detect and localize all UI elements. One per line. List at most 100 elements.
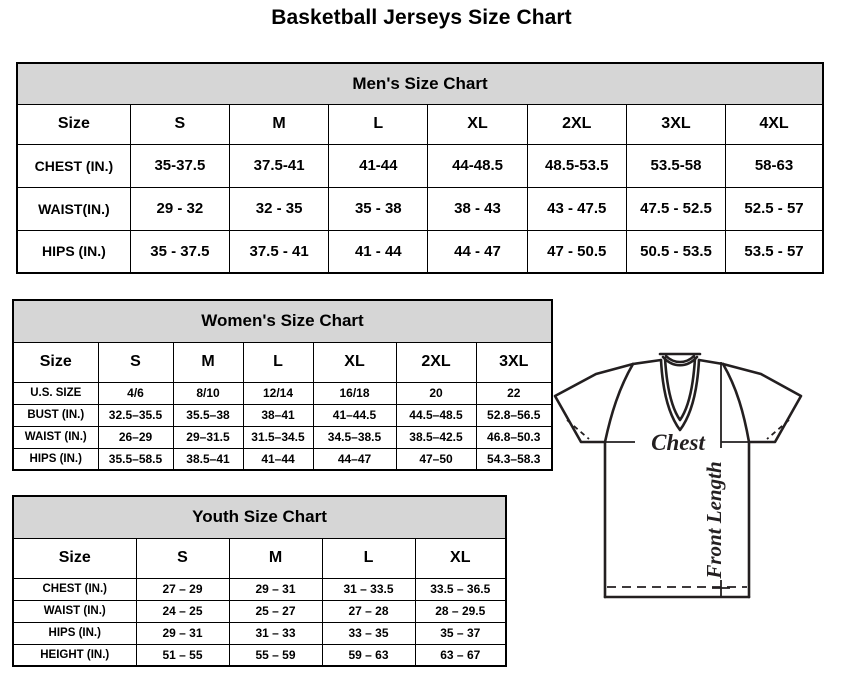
youth-height-m: 55 – 59 xyxy=(228,643,323,667)
table-row: HIPS (IN.) 29 – 31 31 – 33 33 – 35 35 – … xyxy=(12,621,507,645)
womens-caption-row: Women's Size Chart xyxy=(12,299,553,343)
mens-chest-m: 37.5-41 xyxy=(228,143,330,188)
mens-chest-xl: 44-48.5 xyxy=(427,143,528,188)
womens-waist-l: 31.5–34.5 xyxy=(242,425,314,449)
mens-waist-s: 29 - 32 xyxy=(129,186,230,231)
womens-bust-m: 35.5–38 xyxy=(172,403,244,427)
mens-col-header-xl: XL xyxy=(427,103,528,145)
youth-waist-m: 25 – 27 xyxy=(228,599,323,623)
mens-size-chart-table: Men's Size Chart Size S M L XL 2XL 3XL 4… xyxy=(16,62,824,274)
youth-hips-xl: 35 – 37 xyxy=(414,621,507,645)
mens-chest-3xl: 53.5-58 xyxy=(625,143,727,188)
womens-hips-s: 35.5–58.5 xyxy=(97,447,174,471)
table-row: CHEST (IN.) 27 – 29 29 – 31 31 – 33.5 33… xyxy=(12,577,507,601)
womens-row-label-bust: BUST (IN.) xyxy=(12,403,99,427)
womens-col-header-2xl: 2XL xyxy=(395,341,477,383)
womens-col-header-xl: XL xyxy=(312,341,397,383)
womens-row-label-hips: HIPS (IN.) xyxy=(12,447,99,471)
front-length-measure-line xyxy=(712,362,730,597)
womens-bust-2xl: 44.5–48.5 xyxy=(395,403,477,427)
youth-size-chart-table: Youth Size Chart Size S M L XL CHEST (IN… xyxy=(12,495,508,667)
mens-col-header-3xl: 3XL xyxy=(625,103,727,145)
youth-row-label-height: HEIGHT (IN.) xyxy=(12,643,137,667)
youth-height-l: 59 – 63 xyxy=(321,643,416,667)
mens-chest-l: 41-44 xyxy=(328,143,429,188)
front-length-measure-label: Front Length xyxy=(702,461,726,579)
mens-chest-s: 35-37.5 xyxy=(129,143,230,188)
womens-size-chart-table: Women's Size Chart Size S M L XL 2XL 3XL… xyxy=(12,299,553,471)
womens-row-label-waist: WAIST (IN.) xyxy=(12,425,99,449)
table-row: WAIST(IN.) 29 - 32 32 - 35 35 - 38 38 - … xyxy=(16,186,824,231)
jersey-collar-arc-upper xyxy=(661,355,699,367)
table-row: HEIGHT (IN.) 51 – 55 55 – 59 59 – 63 63 … xyxy=(12,643,507,667)
mens-hips-s: 35 - 37.5 xyxy=(129,229,230,274)
youth-col-header-l: L xyxy=(321,537,416,579)
table-row: U.S. SIZE 4/6 8/10 12/14 16/18 20 22 xyxy=(12,381,553,405)
jersey-left-cuff-dash xyxy=(566,419,590,440)
womens-hips-xl: 44–47 xyxy=(312,447,397,471)
jersey-cuff-stitching xyxy=(566,419,790,440)
youth-chest-l: 31 – 33.5 xyxy=(321,577,416,601)
mens-waist-m: 32 - 35 xyxy=(228,186,330,231)
mens-waist-4xl: 52.5 - 57 xyxy=(725,186,824,231)
youth-waist-l: 27 – 28 xyxy=(321,599,416,623)
jersey-left-sleeve xyxy=(553,362,635,444)
mens-hips-3xl: 50.5 - 53.5 xyxy=(625,229,727,274)
mens-hips-2xl: 47 - 50.5 xyxy=(526,229,627,274)
womens-waist-m: 29–31.5 xyxy=(172,425,244,449)
table-row: WAIST (IN.) 24 – 25 25 – 27 27 – 28 28 –… xyxy=(12,599,507,623)
womens-col-header-size: Size xyxy=(12,341,99,383)
womens-col-header-m: M xyxy=(172,341,244,383)
womens-waist-xl: 34.5–38.5 xyxy=(312,425,397,449)
womens-ussize-3xl: 22 xyxy=(475,381,553,405)
jersey-right-sleeve xyxy=(721,362,803,444)
youth-waist-xl: 28 – 29.5 xyxy=(414,599,507,623)
womens-ussize-m: 8/10 xyxy=(172,381,244,405)
youth-col-header-xl: XL xyxy=(414,537,507,579)
mens-caption-row: Men's Size Chart xyxy=(16,62,824,105)
mens-col-header-m: M xyxy=(228,103,330,145)
jersey-vneck-outer xyxy=(659,358,701,432)
womens-waist-3xl: 46.8–50.3 xyxy=(475,425,553,449)
womens-hips-m: 38.5–41 xyxy=(172,447,244,471)
mens-col-header-4xl: 4XL xyxy=(725,103,824,145)
womens-waist-s: 26–29 xyxy=(97,425,174,449)
womens-bust-l: 38–41 xyxy=(242,403,314,427)
table-row: HIPS (IN.) 35.5–58.5 38.5–41 41–44 44–47… xyxy=(12,447,553,471)
womens-bust-s: 32.5–35.5 xyxy=(97,403,174,427)
jersey-vneck-inner xyxy=(663,356,697,422)
youth-hips-s: 29 – 31 xyxy=(135,621,230,645)
table-row: WAIST (IN.) 26–29 29–31.5 31.5–34.5 34.5… xyxy=(12,425,553,449)
womens-chart-caption: Women's Size Chart xyxy=(12,299,553,343)
mens-chart-caption: Men's Size Chart xyxy=(16,62,824,105)
youth-chest-xl: 33.5 – 36.5 xyxy=(414,577,507,601)
womens-row-label-us-size: U.S. SIZE xyxy=(12,381,99,405)
youth-height-s: 51 – 55 xyxy=(135,643,230,667)
mens-waist-2xl: 43 - 47.5 xyxy=(526,186,627,231)
page-title: Basketball Jerseys Size Chart xyxy=(271,6,572,29)
jersey-measurement-diagram: Chest Front Length xyxy=(553,352,843,652)
mens-hips-m: 37.5 - 41 xyxy=(228,229,330,274)
youth-chest-m: 29 – 31 xyxy=(228,577,323,601)
jersey-right-armhole xyxy=(721,362,751,444)
mens-chest-4xl: 58-63 xyxy=(725,143,824,188)
mens-col-header-size: Size xyxy=(16,103,131,145)
womens-hips-3xl: 54.3–58.3 xyxy=(475,447,553,471)
mens-col-header-l: L xyxy=(328,103,429,145)
jersey-left-armhole xyxy=(603,362,635,444)
jersey-right-shoulder xyxy=(697,358,725,366)
chest-measure-label: Chest xyxy=(651,430,705,455)
mens-hips-l: 41 - 44 xyxy=(328,229,429,274)
youth-col-header-size: Size xyxy=(12,537,137,579)
youth-hips-l: 33 – 35 xyxy=(321,621,416,645)
womens-ussize-2xl: 20 xyxy=(395,381,477,405)
womens-hips-2xl: 47–50 xyxy=(395,447,477,471)
youth-caption-row: Youth Size Chart xyxy=(12,495,507,539)
youth-col-header-m: M xyxy=(228,537,323,579)
table-row: HIPS (IN.) 35 - 37.5 37.5 - 41 41 - 44 4… xyxy=(16,229,824,274)
mens-header-row: Size S M L XL 2XL 3XL 4XL xyxy=(16,103,824,145)
mens-waist-l: 35 - 38 xyxy=(328,186,429,231)
womens-ussize-s: 4/6 xyxy=(97,381,174,405)
jersey-left-shoulder xyxy=(631,358,663,366)
youth-row-label-chest: CHEST (IN.) xyxy=(12,577,137,601)
